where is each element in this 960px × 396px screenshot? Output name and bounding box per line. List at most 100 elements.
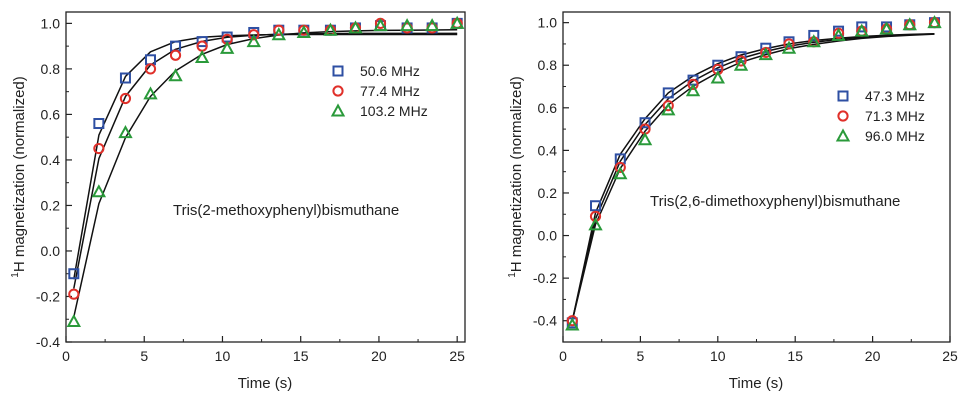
data-point-square (590, 200, 602, 212)
y-tick-label: 1.0 (41, 15, 61, 31)
data-point-triangle (246, 34, 261, 48)
legend-label: 96.0 MHz (865, 128, 925, 144)
data-point-square (196, 36, 208, 48)
y-axis-title: 1H magnetization (normalized) (10, 76, 28, 277)
legend-marker-square (332, 65, 344, 77)
y-tick-label: 0.4 (538, 142, 558, 158)
data-point-triangle (613, 166, 628, 180)
data-point-circle (93, 142, 105, 155)
y-tick-label: 0.2 (538, 185, 558, 201)
data-point-triangle (831, 27, 846, 41)
legend-marker-circle (332, 85, 344, 97)
y-tick-label: 0.0 (538, 228, 558, 244)
data-point-triangle (758, 47, 773, 61)
data-point-circle (566, 315, 578, 327)
x-tick-label: 0 (62, 348, 70, 364)
data-point-circle (169, 49, 182, 61)
right-chart-panel: 0 5 10 15 20 25 -0.4 -0.2 0.0 0.2 0.4 0.6 0.8 1.0 47.3… (507, 11, 958, 392)
x-tick-label: 10 (215, 348, 231, 364)
y-tick-label: -0.4 (533, 313, 557, 329)
data-point-triangle (854, 23, 869, 37)
data-point-triangle (143, 86, 158, 100)
data-point-triangle (271, 27, 286, 41)
data-point-triangle (168, 68, 183, 82)
data-point-circle (662, 100, 674, 112)
data-point-square (856, 21, 868, 33)
data-point-triangle (373, 18, 388, 32)
data-point-triangle (710, 70, 725, 84)
data-point-square (760, 42, 772, 54)
data-point-triangle (424, 18, 440, 32)
data-point-square (662, 87, 674, 99)
y-tick-label: -0.2 (533, 270, 557, 286)
data-point-triangle (733, 57, 749, 71)
y-tick-label: -0.4 (36, 334, 60, 350)
compound-annotation: Tris(2,6-dimethoxyphenyl)bismuthane (650, 193, 900, 210)
x-tick-label: 10 (710, 348, 726, 364)
y-tick-label: 0.6 (538, 100, 558, 116)
data-point-square (93, 118, 105, 130)
legend-marker-triangle (330, 103, 346, 117)
data-point-triangle (323, 22, 338, 36)
legend-marker-square (837, 90, 849, 102)
fit-curve-1 (571, 32, 935, 321)
x-tick-label: 15 (787, 348, 803, 364)
left-chart-panel: 0 5 10 15 20 25 -0.4 -0.2 0.0 0.2 0.4 0.6 0.8 1.0 50.6… (10, 11, 466, 392)
data-point-triangle (588, 217, 603, 231)
x-tick-label: 25 (449, 348, 465, 364)
x-tick-label: 5 (637, 348, 645, 364)
compound-annotation: Tris(2-methoxyphenyl)bismuthane (173, 202, 399, 219)
data-point-triangle (806, 34, 821, 48)
data-point-triangle (661, 102, 676, 116)
fit-curve-3 (73, 29, 458, 318)
legend-label: 103.2 MHz (360, 103, 428, 119)
x-axis-title: Time (s) (729, 375, 783, 392)
data-point-square (808, 29, 820, 41)
plot-frame (65, 11, 466, 343)
data-point-triangle (348, 20, 363, 34)
data-point-triangle (296, 24, 312, 38)
data-point-square (712, 59, 724, 71)
y-tick-label: 0.0 (41, 243, 61, 259)
data-point-circle (248, 29, 260, 41)
legend-label: 47.3 MHz (865, 88, 925, 104)
legend-label: 71.3 MHz (865, 108, 925, 124)
data-point-square (119, 72, 131, 84)
data-point-triangle (565, 317, 580, 331)
data-point-triangle (66, 313, 82, 328)
data-point-circle (783, 38, 795, 50)
data-point-triangle (219, 40, 235, 54)
data-point-circle (614, 161, 626, 174)
plot-frame (562, 11, 951, 343)
y-tick-label: 0.6 (41, 106, 61, 122)
legend-label: 77.4 MHz (360, 83, 420, 99)
x-tick-label: 0 (559, 348, 567, 364)
legend-marker-circle (837, 110, 849, 122)
y-tick-label: 0.2 (41, 197, 61, 213)
y-tick-label: 1.0 (538, 15, 558, 31)
x-tick-label: 20 (865, 348, 881, 364)
y-axis-title: 1H magnetization (normalized) (507, 76, 525, 277)
data-point-triangle (194, 49, 210, 64)
fit-curve-2 (73, 32, 458, 289)
data-point-circle (119, 92, 132, 105)
data-point-circle (144, 63, 157, 75)
data-point-circle (68, 288, 80, 300)
legend-label: 50.6 MHz (360, 63, 420, 79)
legend-marker-triangle (835, 128, 851, 142)
x-tick-label: 15 (293, 348, 309, 364)
data-point-triangle (449, 15, 465, 29)
x-axis-title: Time (s) (238, 375, 292, 392)
data-point-square (68, 268, 80, 280)
data-point-triangle (685, 83, 701, 97)
data-point-triangle (91, 184, 107, 198)
y-tick-label: -0.2 (36, 288, 60, 304)
data-point-square (639, 117, 651, 129)
data-point-triangle (902, 17, 917, 31)
data-point-triangle (399, 18, 415, 32)
data-point-triangle (118, 125, 133, 139)
x-tick-label: 25 (942, 348, 958, 364)
fit-curve-3 (571, 33, 935, 321)
x-tick-label: 5 (140, 348, 148, 364)
